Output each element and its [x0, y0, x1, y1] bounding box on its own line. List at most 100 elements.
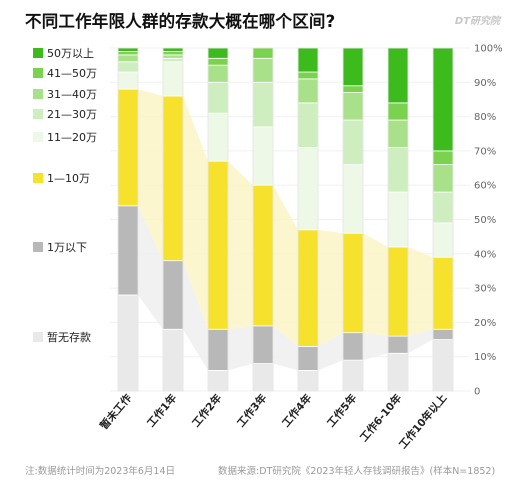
bar-outline	[432, 47, 454, 392]
bar-segment	[432, 222, 454, 258]
bar-segment	[432, 47, 454, 152]
bar-segment	[207, 57, 229, 66]
x-category-label: 工作10年以上	[396, 391, 449, 451]
x-category-label: 工作4年	[279, 391, 314, 429]
y-tick-label: 20%	[474, 318, 496, 329]
bar-outline	[297, 47, 319, 392]
legend-swatch	[33, 48, 43, 58]
y-tick-label: 60%	[474, 181, 496, 192]
bar-segment	[207, 370, 229, 392]
legend-label: 暂无存款	[47, 330, 91, 344]
bar-segment	[207, 160, 229, 330]
bar-segment	[297, 102, 319, 148]
legend-swatch	[33, 68, 43, 78]
bar-segment	[207, 112, 229, 162]
bar-segment	[387, 47, 409, 104]
bar-segment	[162, 95, 184, 262]
bar-segment	[117, 71, 139, 90]
y-tick-label: 80%	[474, 112, 496, 123]
bar-segment	[117, 205, 139, 296]
legend-swatch	[33, 89, 43, 99]
bar-segment	[432, 256, 454, 330]
bar-outline	[117, 47, 139, 392]
legend-label: 41—50万	[47, 67, 97, 80]
bar-segment	[342, 85, 364, 93]
bar-segment	[297, 370, 319, 392]
bar-segment	[162, 260, 184, 330]
bar-segment	[432, 328, 454, 340]
bar-segment	[162, 47, 184, 52]
legend-swatch	[33, 242, 43, 252]
x-category-label: 工作5年	[324, 391, 359, 429]
bar-segment	[432, 339, 454, 392]
bar-segment	[342, 232, 364, 334]
bar-segment	[297, 78, 319, 104]
connector-band-under-1w	[363, 332, 388, 361]
bar-segment	[117, 61, 139, 73]
bar-segment	[162, 54, 184, 59]
bar-segment	[207, 328, 229, 371]
bar-segment	[252, 126, 274, 186]
connector-band-1-10w	[228, 161, 253, 330]
x-category-label: 工作3年	[234, 391, 269, 429]
y-tick-label: 50%	[474, 215, 496, 226]
bar-segment	[432, 191, 454, 224]
bar-segment	[432, 164, 454, 193]
bar-outline	[207, 47, 229, 392]
bar-segment	[162, 57, 184, 63]
x-category-label: 暂未工作	[97, 391, 134, 432]
bar-segment	[342, 359, 364, 392]
bar-segment	[387, 147, 409, 193]
bar-segment	[387, 119, 409, 148]
bar-segment	[432, 150, 454, 166]
bar-outline	[162, 47, 184, 392]
bar-segment	[162, 328, 184, 392]
bar-segment	[297, 346, 319, 371]
bar-segment	[297, 47, 319, 73]
y-tick-label: 40%	[474, 249, 496, 260]
bar-segment	[387, 246, 409, 337]
legend-swatch	[33, 332, 43, 342]
bar-segment	[342, 164, 364, 234]
connector-band-under-1w	[273, 325, 298, 371]
connector-band-under-1w	[228, 325, 253, 371]
bar-segment	[162, 61, 184, 97]
x-category-label: 工作6-10年	[357, 391, 404, 444]
bar-segment	[252, 363, 274, 392]
bar-segment	[117, 47, 139, 52]
bar-segment	[342, 119, 364, 166]
bar-segment	[252, 57, 274, 83]
connector-band-1-10w	[138, 89, 163, 261]
bar-segment	[387, 191, 409, 248]
connector-band-1-10w	[273, 185, 298, 347]
chart-title: 不同工作年限人群的存款大概在哪个区间?	[25, 12, 336, 31]
bar-segment	[207, 64, 229, 83]
bar-segment	[342, 92, 364, 121]
connector-band-1-10w	[408, 246, 433, 337]
bar-outline	[387, 47, 409, 392]
y-tick-label: 0	[474, 387, 480, 398]
connector-band-1-10w	[363, 233, 388, 337]
legend-label: 1—10万	[47, 172, 90, 185]
connector-band-under-1w	[138, 205, 163, 330]
bar-segment	[387, 335, 409, 354]
y-tick-label: 70%	[474, 146, 496, 157]
bar-outline	[342, 47, 364, 392]
bar-segment	[387, 102, 409, 121]
bar-segment	[387, 352, 409, 392]
footer-source: 数据来源:DT研究院《2023年轻人存钱调研报告》(样本N=1852)	[218, 466, 496, 477]
x-category-label: 工作1年	[144, 391, 179, 429]
legend-label: 1万以下	[47, 241, 87, 254]
connector-band-1-10w	[318, 229, 343, 347]
bar-segment	[207, 81, 229, 114]
y-tick-label: 10%	[474, 352, 496, 363]
x-category-label: 工作2年	[189, 391, 224, 429]
bar-segment	[297, 147, 319, 231]
bar-segment	[162, 51, 184, 56]
legend-label: 31—40万	[47, 88, 97, 101]
bar-segment	[297, 229, 319, 347]
legend-label: 21—30万	[47, 108, 97, 121]
legend-label: 50万以上	[47, 47, 94, 60]
legend-swatch	[33, 132, 43, 142]
